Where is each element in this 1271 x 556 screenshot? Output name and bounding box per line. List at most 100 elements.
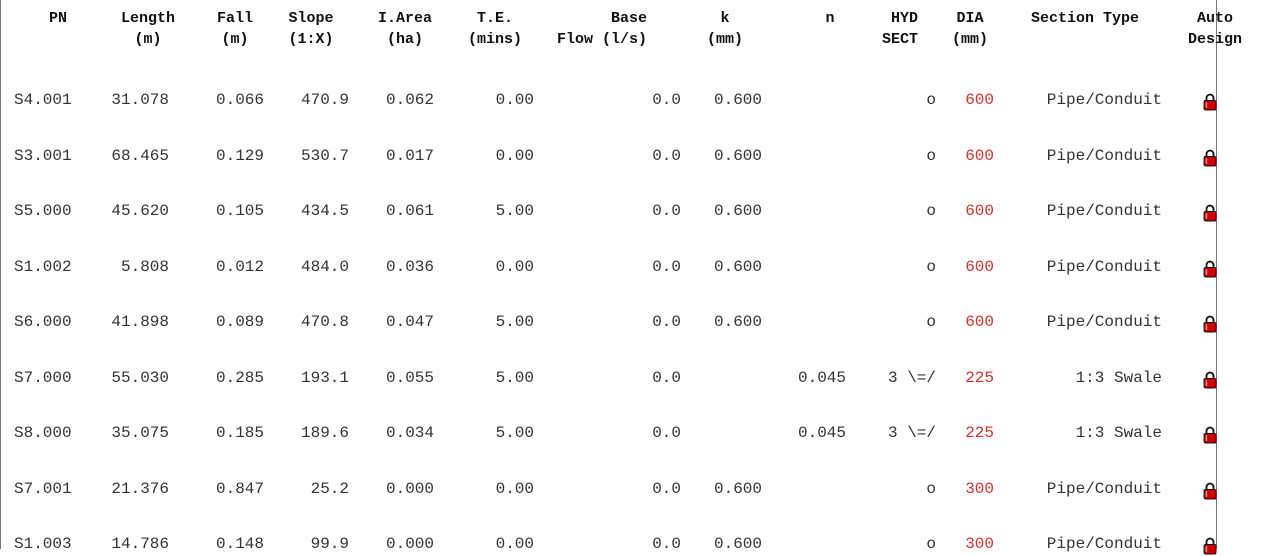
cell-n[interactable]: 0.045 — [797, 369, 846, 387]
cell-pn[interactable]: S4.001 — [14, 91, 72, 109]
cell-fall[interactable]: 0.847 — [215, 480, 264, 498]
cell-section[interactable]: Pipe/Conduit — [1046, 202, 1162, 220]
cell-k[interactable]: 0.600 — [713, 480, 762, 498]
header-fall[interactable]: Fall (m) — [205, 8, 265, 50]
cell-slope[interactable]: 193.1 — [300, 369, 349, 387]
cell-pn[interactable]: S1.002 — [14, 258, 72, 276]
cell-section[interactable]: Pipe/Conduit — [1046, 313, 1162, 331]
cell-hyd[interactable]: 3 \=/ — [887, 424, 936, 442]
cell-length[interactable]: 55.030 — [111, 369, 169, 387]
padlock-icon[interactable] — [1203, 204, 1217, 222]
cell-dia[interactable]: 600 — [965, 91, 994, 109]
cell-slope[interactable]: 189.6 — [300, 424, 349, 442]
padlock-icon[interactable] — [1203, 93, 1217, 111]
cell-dia[interactable]: 300 — [965, 480, 994, 498]
cell-n[interactable]: 0.045 — [797, 424, 846, 442]
cell-dia[interactable]: 600 — [965, 202, 994, 220]
cell-section[interactable]: Pipe/Conduit — [1046, 91, 1162, 109]
cell-fall[interactable]: 0.185 — [215, 424, 264, 442]
cell-pn[interactable]: S5.000 — [14, 202, 72, 220]
cell-baseflow[interactable]: 0.0 — [652, 258, 681, 276]
cell-hyd[interactable]: o — [926, 313, 936, 331]
cell-te[interactable]: 0.00 — [495, 535, 534, 553]
cell-section[interactable]: Pipe/Conduit — [1046, 147, 1162, 165]
cell-length[interactable]: 35.075 — [111, 424, 169, 442]
table-row[interactable]: S6.000 41.898 0.089 470.8 0.047 5.00 0.0 0.600 o… — [0, 310, 1217, 334]
table-row[interactable]: S4.001 31.078 0.066 470.9 0.062 0.00 0.0 0.600 o… — [0, 88, 1217, 112]
header-auto[interactable]: Auto Design — [1158, 8, 1271, 50]
cell-baseflow[interactable]: 0.0 — [652, 147, 681, 165]
cell-slope[interactable]: 25.2 — [310, 480, 349, 498]
cell-dia[interactable]: 600 — [965, 147, 994, 165]
cell-baseflow[interactable]: 0.0 — [652, 535, 681, 553]
cell-hyd[interactable]: 3 \=/ — [887, 369, 936, 387]
padlock-icon[interactable] — [1203, 482, 1217, 500]
cell-baseflow[interactable]: 0.0 — [652, 202, 681, 220]
cell-baseflow[interactable]: 0.0 — [652, 313, 681, 331]
cell-k[interactable]: 0.600 — [713, 535, 762, 553]
cell-dia[interactable]: 600 — [965, 313, 994, 331]
cell-slope[interactable]: 530.7 — [300, 147, 349, 165]
cell-baseflow[interactable]: 0.0 — [652, 91, 681, 109]
padlock-icon[interactable] — [1203, 260, 1217, 278]
cell-length[interactable]: 41.898 — [111, 313, 169, 331]
cell-section[interactable]: Pipe/Conduit — [1046, 258, 1162, 276]
cell-pn[interactable]: S1.003 — [14, 535, 72, 553]
cell-fall[interactable]: 0.129 — [215, 147, 264, 165]
cell-k[interactable]: 0.600 — [713, 91, 762, 109]
cell-baseflow[interactable]: 0.0 — [652, 480, 681, 498]
cell-te[interactable]: 5.00 — [495, 369, 534, 387]
cell-te[interactable]: 0.00 — [495, 91, 534, 109]
cell-pn[interactable]: S7.001 — [14, 480, 72, 498]
cell-length[interactable]: 5.808 — [120, 258, 169, 276]
cell-k[interactable]: 0.600 — [713, 258, 762, 276]
cell-iarea[interactable]: 0.062 — [385, 91, 434, 109]
padlock-icon[interactable] — [1203, 426, 1217, 444]
table-row[interactable]: S7.001 21.376 0.847 25.2 0.000 0.00 0.0 0.600 o 3… — [0, 477, 1217, 501]
table-row[interactable]: S5.000 45.620 0.105 434.5 0.061 5.00 0.0 0.600 o… — [0, 199, 1217, 223]
header-slope[interactable]: Slope (1:X) — [271, 8, 351, 50]
cell-k[interactable]: 0.600 — [713, 202, 762, 220]
cell-iarea[interactable]: 0.034 — [385, 424, 434, 442]
header-k[interactable]: k (mm) — [685, 8, 765, 50]
table-row[interactable]: S1.003 14.786 0.148 99.9 0.000 0.00 0.0 0.600 o 3… — [0, 532, 1217, 556]
cell-slope[interactable]: 470.8 — [300, 313, 349, 331]
cell-length[interactable]: 45.620 — [111, 202, 169, 220]
cell-slope[interactable]: 99.9 — [310, 535, 349, 553]
cell-iarea[interactable]: 0.047 — [385, 313, 434, 331]
header-hyd[interactable]: HYD SECT — [848, 8, 918, 50]
header-te[interactable]: T.E. (mins) — [455, 8, 535, 50]
table-row[interactable]: S8.000 35.075 0.185 189.6 0.034 5.00 0.0 0.045 3… — [0, 421, 1217, 445]
padlock-icon[interactable] — [1203, 371, 1217, 389]
cell-hyd[interactable]: o — [926, 202, 936, 220]
cell-length[interactable]: 14.786 — [111, 535, 169, 553]
cell-hyd[interactable]: o — [926, 147, 936, 165]
cell-dia[interactable]: 225 — [965, 424, 994, 442]
cell-section[interactable]: 1:3 Swale — [1075, 369, 1162, 387]
padlock-icon[interactable] — [1203, 149, 1217, 167]
header-length[interactable]: Length (m) — [98, 8, 198, 50]
cell-iarea[interactable]: 0.055 — [385, 369, 434, 387]
cell-baseflow[interactable]: 0.0 — [652, 369, 681, 387]
cell-te[interactable]: 5.00 — [495, 313, 534, 331]
cell-fall[interactable]: 0.148 — [215, 535, 264, 553]
header-section[interactable]: Section Type — [1000, 8, 1170, 29]
cell-pn[interactable]: S7.000 — [14, 369, 72, 387]
cell-length[interactable]: 68.465 — [111, 147, 169, 165]
cell-k[interactable]: 0.600 — [713, 313, 762, 331]
cell-te[interactable]: 0.00 — [495, 147, 534, 165]
cell-fall[interactable]: 0.089 — [215, 313, 264, 331]
table-row[interactable]: S1.002 5.808 0.012 484.0 0.036 0.00 0.0 0.600 o 6… — [0, 255, 1217, 279]
cell-iarea[interactable]: 0.017 — [385, 147, 434, 165]
cell-length[interactable]: 31.078 — [111, 91, 169, 109]
cell-iarea[interactable]: 0.000 — [385, 535, 434, 553]
cell-dia[interactable]: 600 — [965, 258, 994, 276]
cell-iarea[interactable]: 0.000 — [385, 480, 434, 498]
cell-section[interactable]: Pipe/Conduit — [1046, 480, 1162, 498]
cell-iarea[interactable]: 0.036 — [385, 258, 434, 276]
header-dia[interactable]: DIA (mm) — [940, 8, 1000, 50]
cell-k[interactable]: 0.600 — [713, 147, 762, 165]
header-baseflow[interactable]: Base Flow (l/s) — [537, 8, 647, 50]
cell-te[interactable]: 0.00 — [495, 480, 534, 498]
cell-hyd[interactable]: o — [926, 91, 936, 109]
